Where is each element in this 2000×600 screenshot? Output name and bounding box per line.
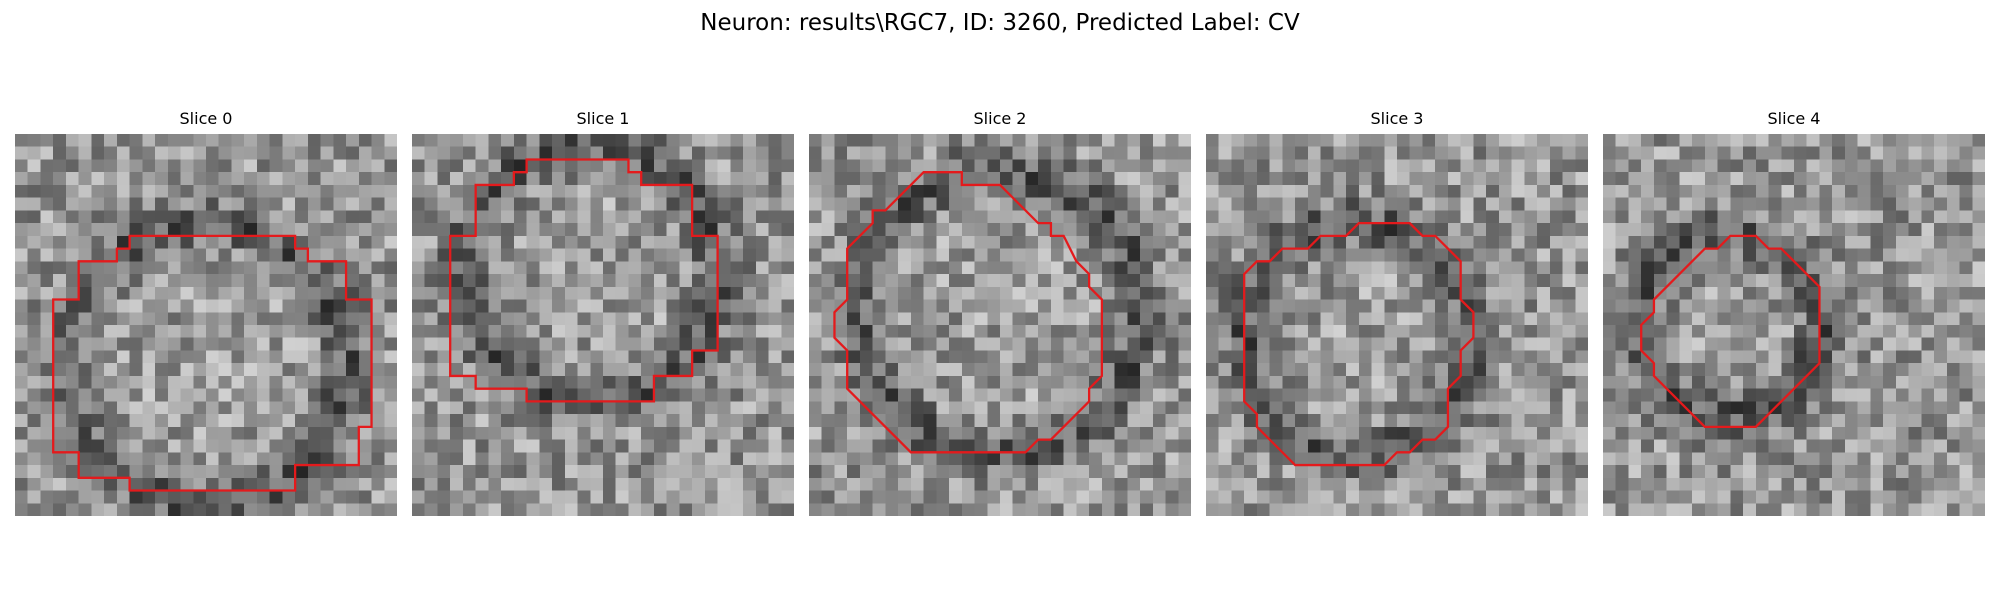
slice-title-2: Slice 2 (973, 109, 1027, 128)
roi-contour-2 (833, 171, 1104, 454)
slice-title-1: Slice 1 (576, 109, 630, 128)
slice-title-4: Slice 4 (1767, 109, 1821, 128)
roi-contour-1 (449, 158, 719, 403)
slice-image-3 (1206, 134, 1588, 516)
slice-panel-1: Slice 1 (412, 108, 794, 516)
slice-image-4 (1603, 134, 1985, 516)
figure-title: Neuron: results\RGC7, ID: 3260, Predicte… (700, 10, 1300, 36)
slice-panel-2: Slice 2 (809, 108, 1191, 516)
roi-contour-0 (52, 234, 373, 492)
slice-title-0: Slice 0 (179, 109, 233, 128)
slice-title-3: Slice 3 (1370, 109, 1424, 128)
slice-panel-3: Slice 3 (1206, 108, 1588, 516)
slice-image-0 (15, 134, 397, 516)
slice-image-1 (412, 134, 794, 516)
slice-image-2 (809, 134, 1191, 516)
slice-panel-0: Slice 0 (15, 108, 397, 516)
slice-panel-4: Slice 4 (1603, 108, 1985, 516)
roi-contour-4 (1640, 234, 1821, 429)
roi-contour-3 (1243, 221, 1475, 467)
